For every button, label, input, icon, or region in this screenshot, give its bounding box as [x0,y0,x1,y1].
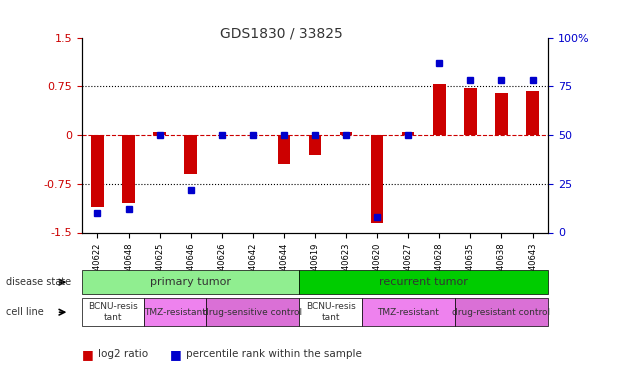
Bar [402,132,415,135]
Text: drug-resistant control: drug-resistant control [452,308,551,316]
Bar [153,132,166,135]
Text: TMZ-resistant: TMZ-resistant [377,308,439,316]
Bar [122,135,135,203]
Text: ■: ■ [170,348,182,361]
Text: TMZ-resistant: TMZ-resistant [144,308,206,316]
Bar [371,135,384,223]
Bar [340,132,352,135]
Bar [309,135,321,154]
Text: BCNU-resis
tant: BCNU-resis tant [306,303,355,322]
Bar [526,91,539,135]
Text: ■: ■ [82,348,94,361]
Text: drug-sensitive control: drug-sensitive control [203,308,302,316]
Text: GDS1830 / 33825: GDS1830 / 33825 [220,26,343,40]
Text: percentile rank within the sample: percentile rank within the sample [186,350,362,359]
Bar [433,84,445,135]
Bar [495,93,508,135]
Text: recurrent tumor: recurrent tumor [379,277,468,287]
Bar [91,135,104,207]
Text: log2 ratio: log2 ratio [98,350,148,359]
Text: primary tumor: primary tumor [150,277,231,287]
Text: BCNU-resis
tant: BCNU-resis tant [88,303,138,322]
Text: disease state: disease state [6,277,71,287]
Bar [278,135,290,164]
Bar [185,135,197,174]
Bar [464,87,477,135]
Text: cell line: cell line [6,307,44,317]
